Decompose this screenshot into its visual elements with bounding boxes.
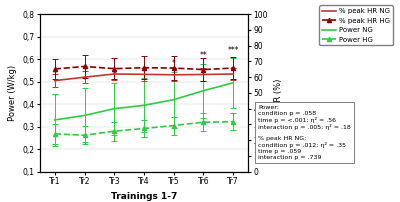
Text: ***: *** [227, 46, 239, 55]
Y-axis label: HR (%): HR (%) [274, 78, 283, 108]
Text: *: * [83, 76, 86, 85]
Legend: % peak HR NG, % peak HR HG, Power NG, Power HG: % peak HR NG, % peak HR HG, Power NG, Po… [319, 5, 392, 45]
Text: **: ** [200, 51, 207, 60]
Text: *: * [112, 70, 116, 79]
Text: *: * [172, 59, 176, 68]
Y-axis label: Power (W/kg): Power (W/kg) [8, 65, 17, 121]
X-axis label: Trainings 1-7: Trainings 1-7 [111, 192, 177, 201]
Text: Power:
condition p = .058
time p = <.001; η² = .56
interaction p = .005; η² = .1: Power: condition p = .058 time p = <.001… [258, 105, 351, 160]
Text: *: * [142, 66, 146, 75]
